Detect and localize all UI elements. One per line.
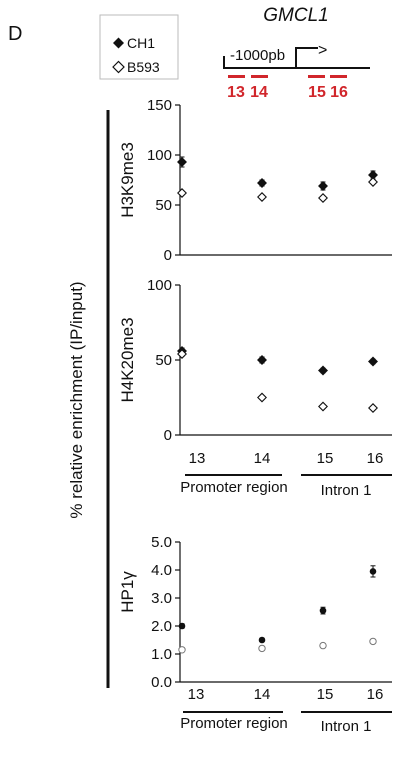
data-point-ch1 <box>258 636 266 644</box>
amplicon-bar-14 <box>251 75 268 78</box>
hp1g-y-tick-label: 3.0 <box>151 590 172 607</box>
data-point-ch1 <box>318 181 328 191</box>
x-tick-label: 14 <box>254 450 271 467</box>
panel-ylabel-hp1g: HP1γ <box>118 571 137 613</box>
x-tick-label: 16 <box>367 686 384 703</box>
data-point-b593 <box>369 637 377 646</box>
gene-name: GMCL1 <box>263 5 328 26</box>
amplicon-label-16: 16 <box>330 84 348 101</box>
tss-arrow-label: > <box>318 42 327 59</box>
amplicon-label-15: 15 <box>308 84 326 101</box>
amplicon-label-13: 13 <box>227 84 245 101</box>
group-label-intron: Intron 1 <box>321 482 372 499</box>
gene-diagram: GMCL1 -1000pb > 13 14 15 16 <box>223 5 370 101</box>
legend-box <box>99 14 179 80</box>
data-point-b593 <box>258 644 266 653</box>
hp1g-y-tick-label: 0.0 <box>151 674 172 691</box>
data-point-b593 <box>368 177 378 187</box>
data-point-ch1 <box>318 365 328 376</box>
shared-y-axis-label: % relative enrichment (IP/input) <box>67 281 86 518</box>
gene-line <box>223 56 370 69</box>
h3k9me3-y-tick-label: 100 <box>147 147 172 164</box>
group-label-intron: Intron 1 <box>321 718 372 735</box>
data-point-b593 <box>318 193 328 203</box>
data-point-ch1 <box>368 170 378 180</box>
data-point-ch1 <box>257 178 267 188</box>
legend-filled-diamond-icon <box>113 37 124 49</box>
hp1g-y-tick-label: 4.0 <box>151 562 172 579</box>
h3k9me3-y-tick-label: 50 <box>155 197 172 214</box>
hp1g-y-tick-label: 5.0 <box>151 534 172 551</box>
data-point-b593 <box>178 646 186 654</box>
group-label-promoter-wrap: Promoter region <box>180 479 288 496</box>
x-tick-label: 13 <box>189 450 206 467</box>
data-point-b593 <box>368 403 378 413</box>
h3k9me3-panel: 0 50 100 150 <box>147 97 392 264</box>
x-tick-label: 14 <box>254 686 271 703</box>
gene-position-label: -1000pb <box>230 47 285 64</box>
tss-arrow-icon <box>295 47 318 68</box>
data-point-ch1 <box>257 355 267 365</box>
x-tick-label: 16 <box>367 450 384 467</box>
h4k20me3-y-tick-label: 100 <box>147 277 172 294</box>
data-point-ch1 <box>368 356 378 367</box>
hp1g-panel: 0.0 1.0 2.0 3.0 4.0 5.0 <box>151 534 392 691</box>
amplicon-bar-16 <box>330 75 347 78</box>
amplicon-bar-13 <box>228 75 245 78</box>
panel-ylabel-h4k20me3: H4K20me3 <box>118 317 137 402</box>
h4k20me3-y-tick-label: 0 <box>164 427 172 444</box>
data-point-ch1 <box>178 622 186 630</box>
legend-b593-label: B593 <box>127 59 160 75</box>
hp1g-y-tick-label: 1.0 <box>151 646 172 663</box>
data-point-ch1 <box>369 568 377 575</box>
data-point-b593 <box>177 349 187 359</box>
legend-ch1-label: CH1 <box>127 35 155 51</box>
amplicon-label-14: 14 <box>250 84 268 101</box>
legend: CH1 B593 <box>99 14 179 80</box>
h3k9me3-y-tick-label: 0 <box>164 247 172 264</box>
data-point-ch1 <box>177 157 187 167</box>
panel-label: D <box>8 23 22 45</box>
hp1g-y-tick-label: 2.0 <box>151 618 172 635</box>
panel-ylabel-h3k9me3: H3K9me3 <box>118 142 137 218</box>
h4k20me3-y-tick-label: 50 <box>155 352 172 369</box>
data-point-b593 <box>257 192 267 202</box>
x-tick-label: 15 <box>317 450 334 467</box>
group-label-promoter: Promoter region <box>180 479 288 496</box>
data-point-b593 <box>318 401 328 412</box>
group-label-promoter: Promoter region <box>180 715 288 732</box>
x-tick-label: 15 <box>317 686 334 703</box>
h4k20me3-panel: 0 50 100 <box>147 277 392 444</box>
amplicon-bar-15 <box>308 75 325 78</box>
h3k9me3-y-tick-label: 150 <box>147 97 172 114</box>
data-point-b593 <box>257 392 267 403</box>
data-point-ch1 <box>319 607 327 614</box>
data-point-b593 <box>319 641 327 650</box>
legend-open-diamond-icon <box>112 60 125 74</box>
data-point-b593 <box>177 188 187 198</box>
x-tick-label: 13 <box>188 686 205 703</box>
group-label-promoter-wrap: Promoter region <box>180 715 288 732</box>
